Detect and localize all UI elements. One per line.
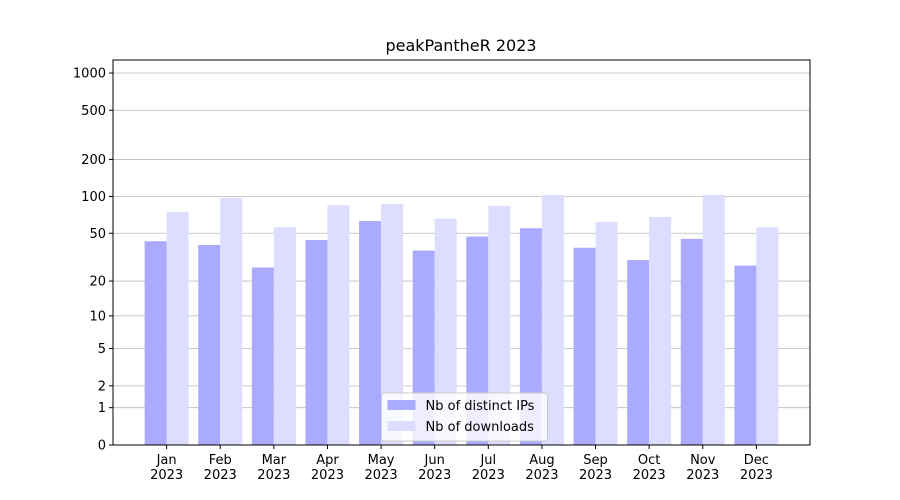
y-tick-label: 10 (89, 309, 106, 324)
x-tick-label: May 2023 (364, 453, 398, 483)
y-tick-label: 200 (81, 153, 106, 168)
y-tick-label: 5 (98, 342, 106, 357)
y-tick-label: 2 (98, 379, 106, 394)
x-tick-label: Feb 2023 (203, 453, 237, 483)
bar (327, 205, 350, 445)
x-tick-label: Mar 2023 (257, 453, 291, 483)
y-tick-label: 1 (98, 401, 106, 416)
bar (166, 211, 189, 445)
bar (756, 227, 779, 445)
bar (734, 265, 757, 445)
legend-label: Nb of downloads (426, 420, 535, 435)
bar (305, 240, 328, 445)
bar (541, 194, 564, 445)
y-tick-label: 100 (81, 190, 106, 205)
y-tick-label: 20 (89, 275, 106, 290)
x-tick-label: Oct 2023 (632, 453, 666, 483)
y-tick-label: 1000 (73, 66, 106, 81)
bar (220, 198, 243, 445)
x-tick-label: Aug 2023 (525, 453, 559, 483)
bar (627, 260, 650, 445)
y-tick-label: 500 (81, 104, 106, 119)
legend-label: Nb of distinct IPs (426, 399, 535, 414)
bar (359, 221, 382, 445)
bar (198, 245, 221, 445)
y-tick-label: 50 (89, 227, 106, 242)
bar (488, 205, 511, 445)
plot-frame (112, 59, 811, 446)
x-tick-label: Sep 2023 (578, 453, 613, 483)
bar (649, 217, 672, 445)
chart-title: peakPantheR 2023 (385, 36, 536, 55)
bar (381, 203, 404, 445)
bar (680, 238, 703, 445)
x-tick-label: Jun 2023 (418, 453, 452, 483)
x-tick-label: Apr 2023 (310, 453, 344, 483)
bar (702, 194, 725, 445)
bar (434, 218, 457, 445)
bar (273, 227, 296, 445)
bar (573, 247, 596, 445)
x-tick-label: Jan 2023 (150, 453, 184, 483)
bar (251, 267, 274, 445)
legend-swatch (387, 421, 416, 431)
legend: Nb of distinct IPs Nb of downloads (381, 392, 548, 442)
bar (519, 228, 542, 445)
bar (595, 221, 618, 445)
x-tick-label: Dec 2023 (739, 453, 773, 483)
bar (144, 241, 167, 445)
x-tick-label: Jul 2023 (471, 453, 505, 483)
legend-swatch (387, 400, 416, 410)
y-tick-label: 0 (98, 439, 106, 454)
x-tick-label: Nov 2023 (686, 453, 720, 483)
legend-box (381, 392, 548, 442)
